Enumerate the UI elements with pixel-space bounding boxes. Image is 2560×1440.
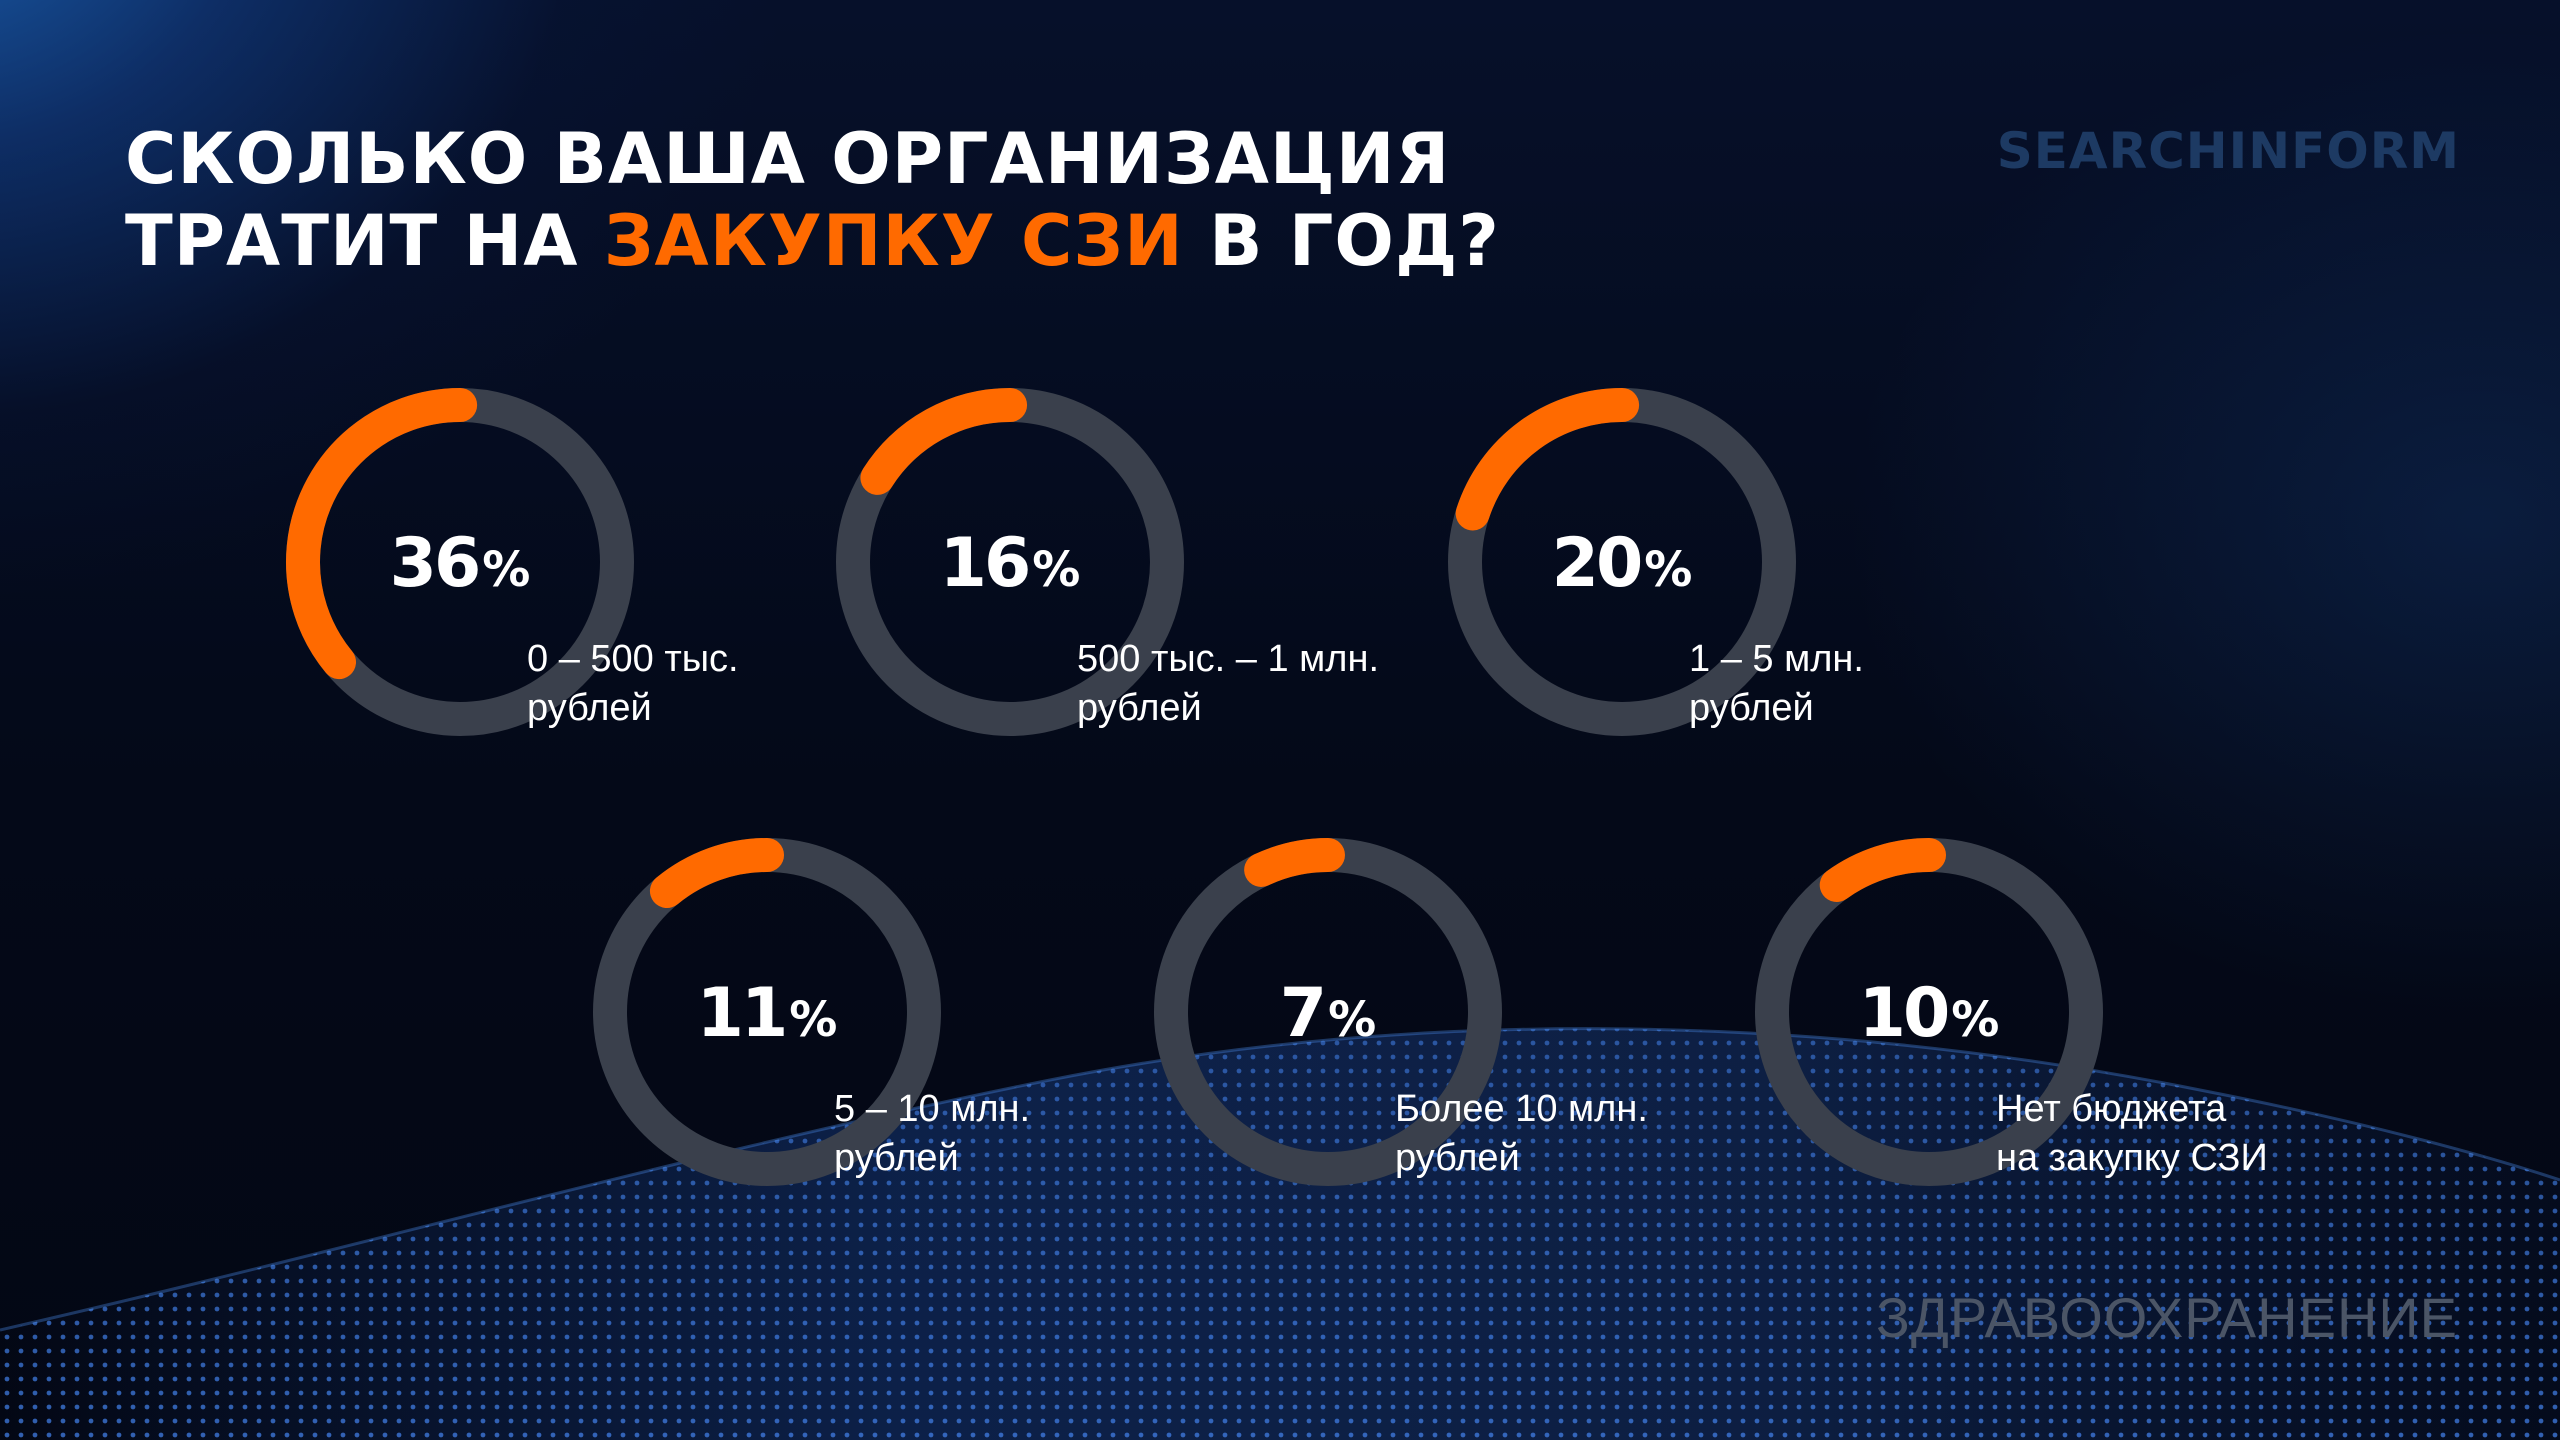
brand-logo: SEARCHINFORM bbox=[1996, 122, 2460, 180]
donut-percent-label: 10% bbox=[1859, 974, 2000, 1053]
percent-number: 36 bbox=[390, 524, 479, 603]
label-line-1: 1 – 5 млн. bbox=[1689, 638, 1864, 680]
donut-value-arc bbox=[593, 838, 941, 1186]
donut-category-label: 500 тыс. – 1 млн. рублей bbox=[1077, 635, 1379, 733]
donut-value-arc bbox=[1154, 838, 1502, 1186]
percent-sign: % bbox=[789, 992, 837, 1048]
percent-sign: % bbox=[1644, 542, 1692, 598]
donut-percent-label: 7% bbox=[1280, 974, 1376, 1053]
percent-number: 16 bbox=[940, 524, 1029, 603]
title-line-2: ТРАТИТ НА ЗАКУПКУ СЗИ В ГОД? bbox=[125, 200, 1500, 282]
percent-number: 10 bbox=[1859, 974, 1948, 1053]
donut-category-label: Более 10 млн. рублей bbox=[1395, 1085, 1648, 1183]
title-line-2-start: ТРАТИТ НА bbox=[125, 200, 604, 282]
label-line-1: Более 10 млн. bbox=[1395, 1088, 1648, 1130]
percent-number: 7 bbox=[1280, 974, 1324, 1053]
label-line-2: рублей bbox=[834, 1137, 959, 1179]
donut-category-label: 5 – 10 млн. рублей bbox=[834, 1085, 1030, 1183]
donut-percent-label: 16% bbox=[940, 524, 1081, 603]
donut-value-arc bbox=[836, 387, 1184, 736]
percent-number: 11 bbox=[697, 974, 786, 1053]
label-line-2: на закупку СЗИ bbox=[1996, 1137, 2268, 1179]
donut-category-label: Нет бюджета на закупку СЗИ bbox=[1996, 1085, 2268, 1183]
donut-5: 7% bbox=[1154, 838, 1502, 1186]
label-line-1: 500 тыс. – 1 млн. bbox=[1077, 638, 1380, 680]
donut-1: 36% bbox=[286, 388, 634, 736]
label-line-1: 0 – 500 тыс. bbox=[527, 638, 739, 680]
donut-category-label: 1 – 5 млн. рублей bbox=[1689, 635, 1864, 733]
slide-title: СКОЛЬКО ВАША ОРГАНИЗАЦИЯ ТРАТИТ НА ЗАКУП… bbox=[125, 118, 1500, 282]
footer-category: ЗДРАВООХРАНЕНИЕ bbox=[1876, 1286, 2458, 1349]
donut-value-arc bbox=[1754, 838, 2103, 1186]
percent-sign: % bbox=[482, 542, 530, 598]
title-line-2-end: В ГОД? bbox=[1183, 200, 1500, 282]
label-line-2: рублей bbox=[1077, 687, 1202, 729]
label-line-2: рублей bbox=[1395, 1137, 1520, 1179]
donut-percent-label: 36% bbox=[390, 524, 531, 603]
label-line-1: 5 – 10 млн. bbox=[834, 1088, 1031, 1130]
title-line-1: СКОЛЬКО ВАША ОРГАНИЗАЦИЯ bbox=[125, 118, 1451, 200]
donut-3: 20% bbox=[1448, 388, 1796, 736]
donut-percent-label: 20% bbox=[1552, 524, 1693, 603]
donut-6: 10% bbox=[1754, 838, 2103, 1186]
percent-number: 20 bbox=[1552, 524, 1641, 603]
label-line-1: Нет бюджета bbox=[1996, 1088, 2227, 1130]
label-line-2: рублей bbox=[527, 687, 652, 729]
donut-percent-label: 11% bbox=[697, 974, 838, 1053]
percent-sign: % bbox=[1328, 992, 1376, 1048]
label-line-2: рублей bbox=[1689, 687, 1814, 729]
title-accent: ЗАКУПКУ СЗИ bbox=[603, 200, 1184, 282]
percent-sign: % bbox=[1032, 542, 1080, 598]
donut-category-label: 0 – 500 тыс. рублей bbox=[527, 635, 739, 733]
donut-4: 11% bbox=[593, 838, 941, 1186]
donut-value-arc bbox=[286, 388, 634, 736]
donut-2: 16% bbox=[836, 387, 1184, 736]
percent-sign: % bbox=[1951, 992, 1999, 1048]
donut-value-arc bbox=[1448, 388, 1796, 736]
